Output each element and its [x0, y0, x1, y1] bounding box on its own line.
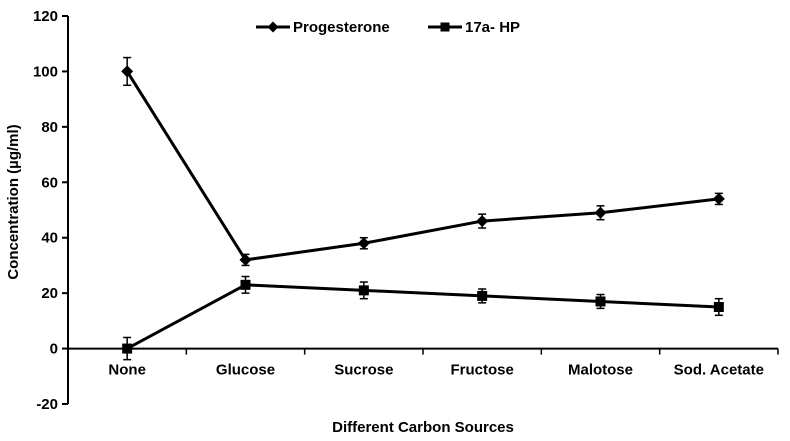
category-label: None — [108, 362, 146, 379]
series-17a-hp — [122, 275, 724, 361]
square-marker — [595, 296, 606, 307]
diamond-marker — [357, 237, 370, 250]
square-marker — [440, 22, 450, 32]
y-tick-label: 60 — [41, 174, 58, 191]
series-progesterone — [121, 56, 725, 267]
diamond-marker — [121, 65, 134, 78]
category-label: Sucrose — [334, 362, 393, 379]
y-tick-label: 20 — [41, 285, 58, 302]
y-tick-label: 120 — [33, 8, 58, 25]
y-tick-label: -20 — [36, 396, 58, 413]
category-label: Glucose — [216, 362, 275, 379]
series-line — [126, 283, 719, 350]
square-marker — [477, 290, 488, 301]
diamond-marker — [239, 253, 252, 266]
y-axis-title: Concentration (µg/ml) — [5, 124, 22, 279]
diamond-marker — [476, 215, 489, 228]
x-axis: None Glucose Sucrose Fructose Malotose Sod. A… — [67, 347, 779, 379]
diamond-marker — [712, 192, 725, 205]
square-marker — [240, 279, 251, 290]
legend: Progesterone 17a- HP — [256, 19, 520, 36]
category-label: Sod. Acetate — [674, 362, 764, 379]
y-axis: -20 0 20 40 60 80 100 120 — [33, 8, 69, 413]
category-label: Fructose — [450, 362, 513, 379]
legend-item-17a-hp: 17a- HP — [428, 19, 520, 36]
y-tick-label: 100 — [33, 63, 58, 80]
square-marker — [358, 285, 369, 296]
y-tick-label: 80 — [41, 119, 58, 136]
series-line — [125, 70, 720, 262]
x-axis-title: Different Carbon Sources — [332, 419, 514, 436]
square-marker — [713, 302, 724, 312]
legend-label: Progesterone — [293, 19, 390, 36]
legend-item-progesterone: Progesterone — [256, 19, 390, 36]
legend-label: 17a- HP — [465, 19, 520, 36]
diamond-marker — [267, 21, 279, 33]
y-tick-label: 40 — [41, 230, 58, 247]
y-tick-label: 0 — [50, 341, 58, 358]
square-marker — [122, 343, 133, 354]
category-label: Malotose — [568, 362, 633, 379]
diamond-marker — [594, 206, 607, 219]
